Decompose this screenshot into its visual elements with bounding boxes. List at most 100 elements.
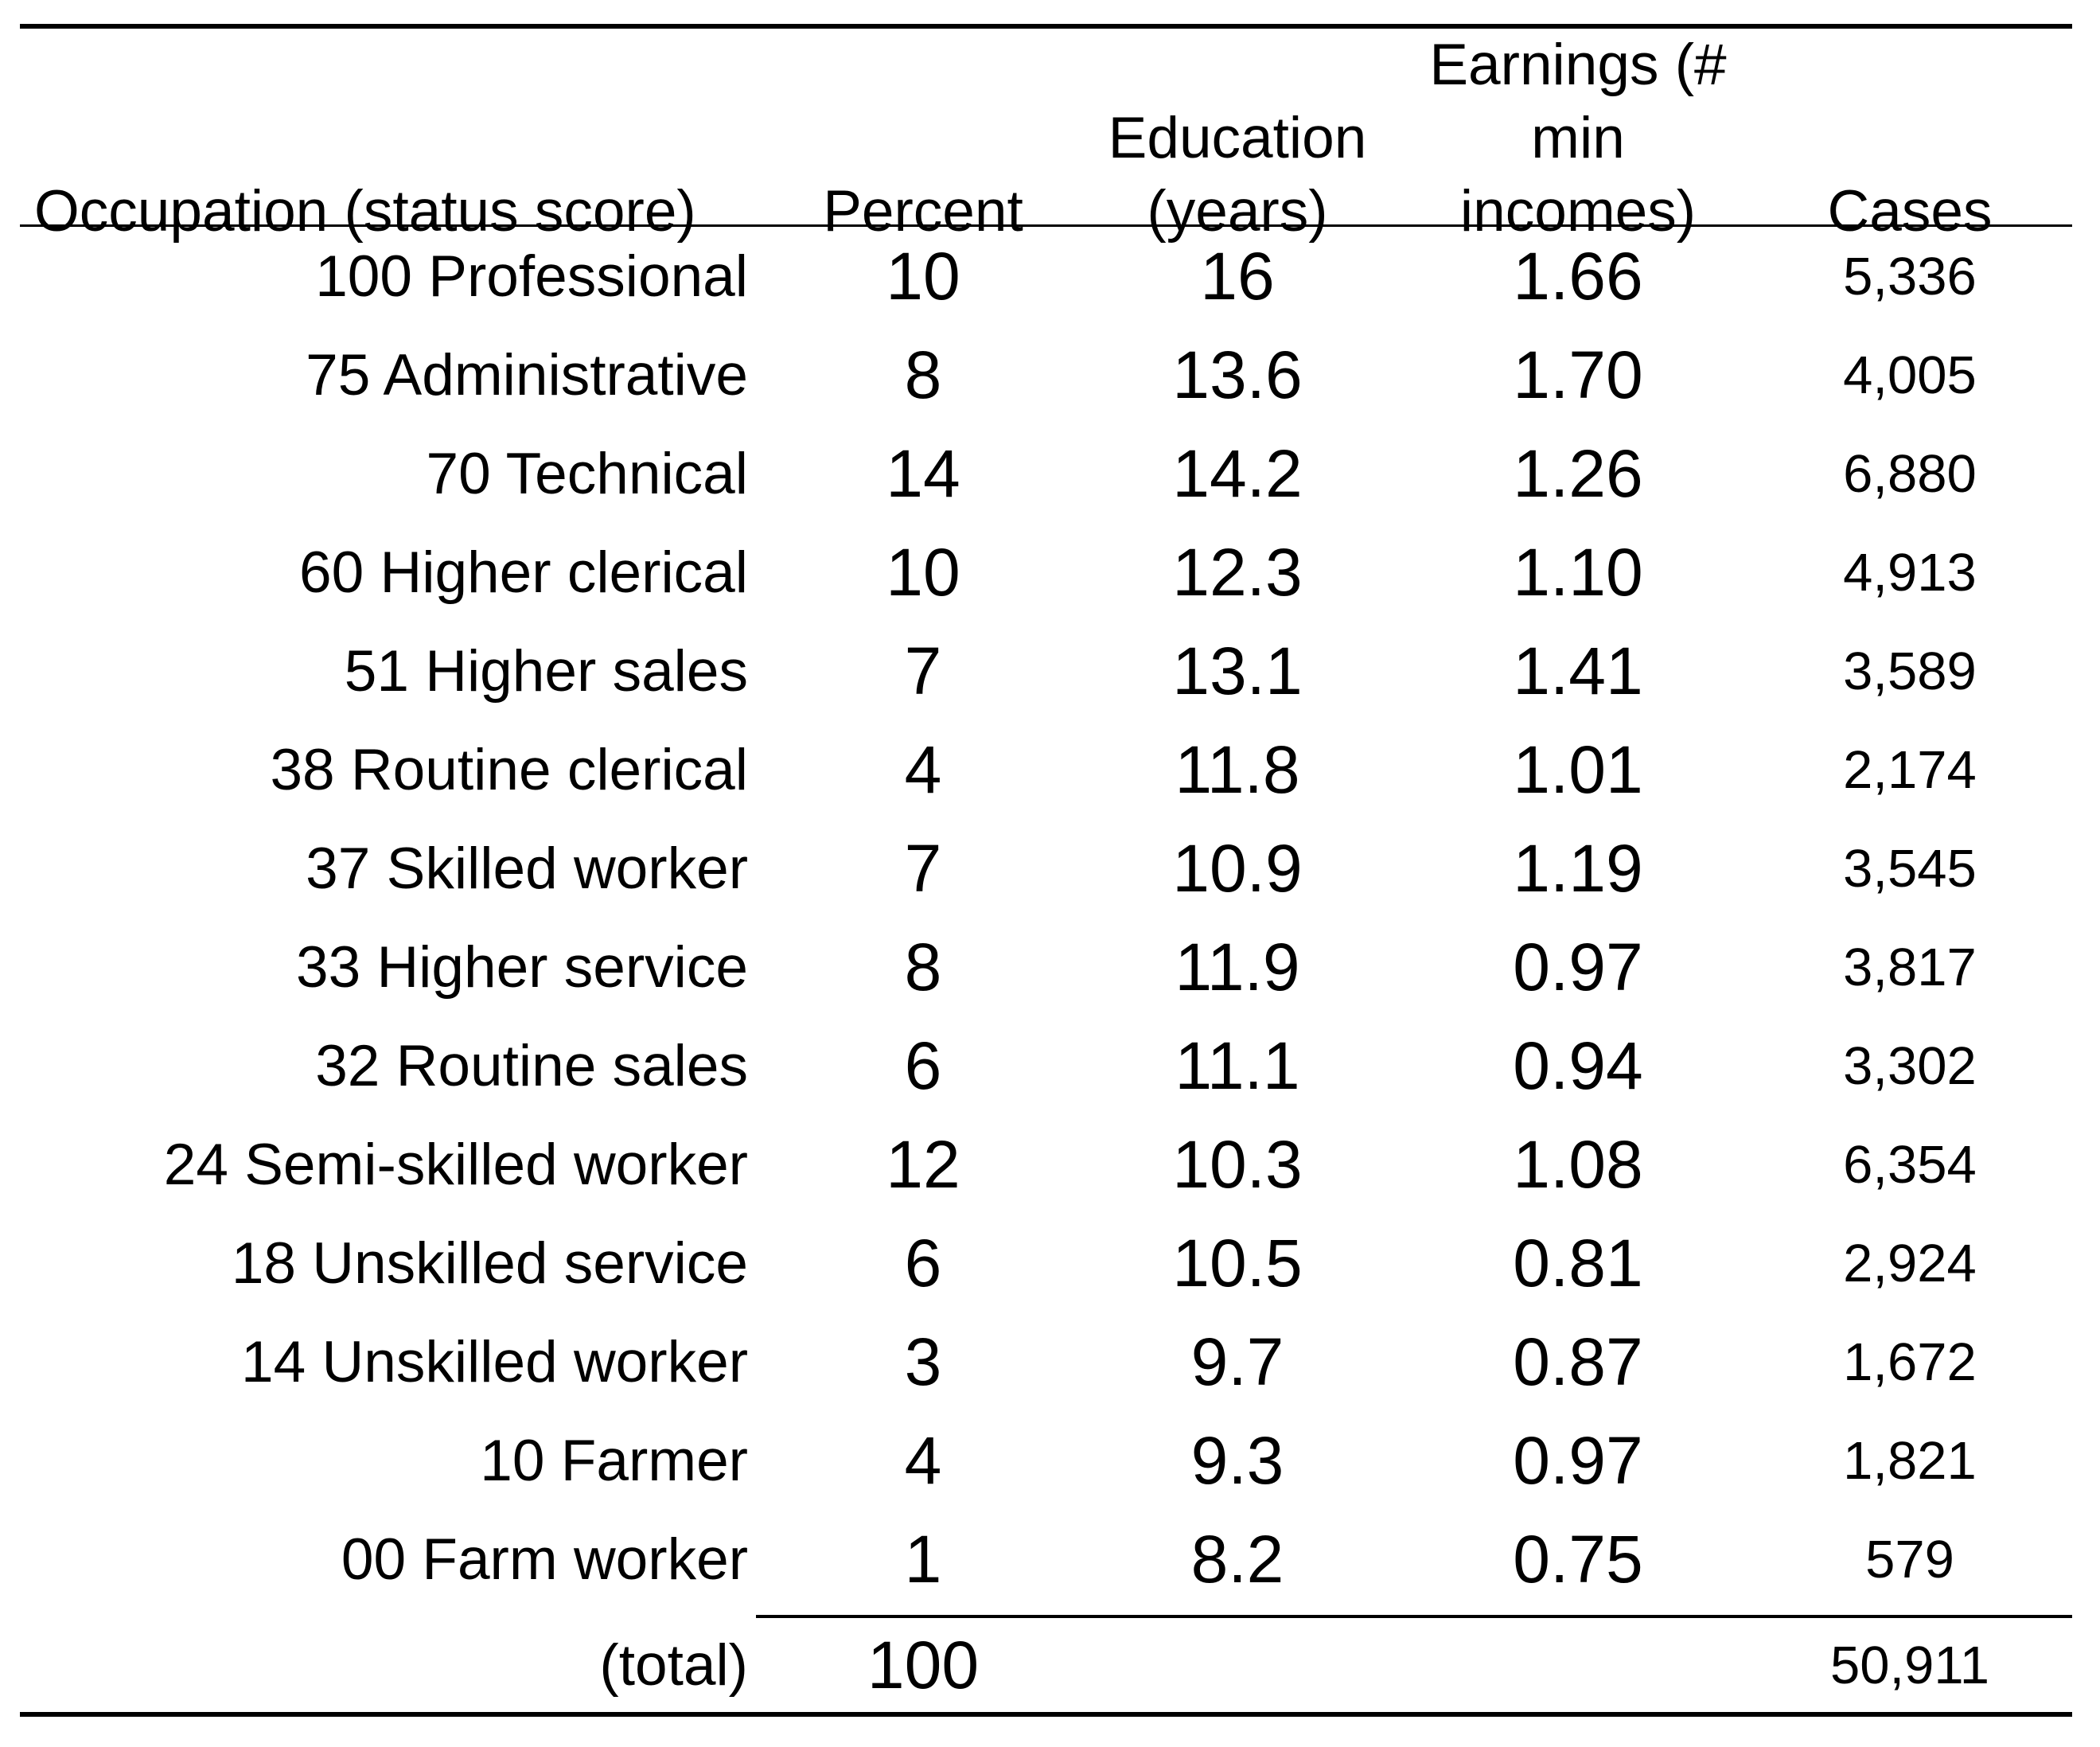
percent-cell: 6	[904, 1028, 942, 1103]
occupation-cell: 75 Administrative	[306, 342, 748, 408]
percent-cell: 8	[904, 929, 942, 1004]
cases-cell: 3,589	[1843, 641, 1977, 701]
education-cell: 10.5	[1172, 1225, 1303, 1301]
header-earnings: Earnings (# min incomes)	[1385, 29, 1771, 261]
education-cell: 10.3	[1172, 1126, 1303, 1202]
occupation-cell: 38 Routine clerical	[270, 737, 748, 802]
earnings-cell: 1.01	[1513, 731, 1643, 807]
table-row: 18 Unskilled service 6 10.5 0.81 2,924	[0, 1214, 2100, 1312]
percent-cell: 10	[886, 238, 960, 314]
table-body: 100 Professional 10 16 1.66 5,336 75 Adm…	[0, 227, 2100, 1609]
cases-cell: 1,672	[1843, 1332, 1977, 1392]
occupation-cell: 24 Semi-skilled worker	[163, 1132, 748, 1197]
earnings-cell: 1.10	[1513, 534, 1643, 610]
table-total-row: (total) 100 50,911	[0, 1618, 2100, 1712]
cases-cell: 6,880	[1843, 443, 1977, 504]
table-row: 37 Skilled worker 7 10.9 1.19 3,545	[0, 819, 2100, 918]
header-earnings-line2: incomes)	[1459, 179, 1697, 244]
earnings-cell: 0.81	[1513, 1225, 1643, 1301]
earnings-cell: 0.97	[1513, 929, 1643, 1004]
table-row: 100 Professional 10 16 1.66 5,336	[0, 227, 2100, 326]
table-row: 14 Unskilled worker 3 9.7 0.87 1,672	[0, 1312, 2100, 1411]
cases-cell: 2,924	[1843, 1233, 1977, 1293]
percent-cell: 8	[904, 337, 942, 412]
table-row: 38 Routine clerical 4 11.8 1.01 2,174	[0, 720, 2100, 819]
header-education: Education (years)	[1090, 102, 1385, 261]
percent-cell: 4	[904, 1422, 942, 1498]
percent-cell: 1	[904, 1521, 942, 1597]
table-row: 70 Technical 14 14.2 1.26 6,880	[0, 424, 2100, 523]
total-label-cell: (total)	[599, 1632, 748, 1698]
education-cell: 11.1	[1175, 1028, 1300, 1103]
table-row: 75 Administrative 8 13.6 1.70 4,005	[0, 326, 2100, 424]
earnings-cell: 1.26	[1513, 435, 1643, 511]
percent-cell: 3	[904, 1324, 942, 1399]
header-occupation: Occupation (status score)	[34, 179, 696, 244]
table-top-rule	[20, 24, 2072, 29]
table-row: 60 Higher clerical 10 12.3 1.10 4,913	[0, 523, 2100, 622]
total-percent-cell: 100	[867, 1627, 980, 1702]
table-header-row: Occupation (status score) Percent Educat…	[0, 29, 2100, 244]
education-cell: 9.7	[1190, 1324, 1284, 1399]
percent-cell: 6	[904, 1225, 942, 1301]
percent-cell: 10	[886, 534, 960, 610]
occupation-cell: 51 Higher sales	[344, 638, 748, 704]
occupation-cell: 10 Farmer	[480, 1428, 748, 1493]
education-cell: 10.9	[1172, 830, 1303, 906]
earnings-cell: 1.66	[1513, 238, 1643, 314]
occupation-cell: 32 Routine sales	[315, 1033, 748, 1098]
earnings-cell: 1.41	[1513, 633, 1643, 708]
cases-cell: 579	[1865, 1529, 1954, 1589]
percent-cell: 7	[904, 633, 942, 708]
earnings-cell: 0.87	[1513, 1324, 1643, 1399]
occupation-cell: 37 Skilled worker	[306, 836, 748, 901]
percent-cell: 12	[886, 1126, 960, 1202]
earnings-cell: 0.75	[1513, 1521, 1643, 1597]
table-row: 24 Semi-skilled worker 12 10.3 1.08 6,35…	[0, 1115, 2100, 1214]
table-row: 51 Higher sales 7 13.1 1.41 3,589	[0, 622, 2100, 720]
header-cases: Cases	[1827, 179, 1993, 244]
earnings-cell: 0.97	[1513, 1422, 1643, 1498]
education-cell: 11.8	[1175, 731, 1300, 807]
header-underline-rule	[20, 224, 2072, 227]
education-cell: 9.3	[1190, 1422, 1284, 1498]
earnings-cell: 1.08	[1513, 1126, 1643, 1202]
earnings-cell: 1.70	[1513, 337, 1643, 412]
cases-cell: 1,821	[1843, 1430, 1977, 1491]
header-education-line1: Education	[1108, 106, 1367, 170]
header-percent: Percent	[823, 179, 1023, 244]
education-cell: 16	[1200, 238, 1275, 314]
occupation-cell: 00 Farm worker	[341, 1527, 748, 1592]
cases-cell: 3,302	[1843, 1035, 1977, 1096]
total-separator-rule	[756, 1615, 2072, 1618]
table-row: 32 Routine sales 6 11.1 0.94 3,302	[0, 1016, 2100, 1115]
percent-cell: 7	[904, 830, 942, 906]
occupation-cell: 60 Higher clerical	[299, 540, 748, 605]
occupation-cell: 14 Unskilled worker	[241, 1329, 748, 1394]
header-education-line2: (years)	[1147, 179, 1328, 244]
education-cell: 12.3	[1172, 534, 1303, 610]
earnings-cell: 1.19	[1513, 830, 1643, 906]
occupation-cell: 33 Higher service	[295, 934, 748, 1000]
education-cell: 13.6	[1172, 337, 1303, 412]
education-cell: 8.2	[1190, 1521, 1284, 1597]
table-row: 00 Farm worker 1 8.2 0.75 579	[0, 1510, 2100, 1609]
cases-cell: 2,174	[1843, 739, 1977, 800]
table-bottom-rule	[20, 1712, 2072, 1717]
cases-cell: 6,354	[1843, 1134, 1977, 1195]
table-row: 33 Higher service 8 11.9 0.97 3,817	[0, 918, 2100, 1016]
cases-cell: 4,913	[1843, 542, 1977, 602]
occupation-cell: 18 Unskilled service	[231, 1230, 748, 1296]
total-cases-cell: 50,911	[1830, 1635, 1989, 1695]
occupation-cell: 70 Technical	[426, 441, 749, 506]
cases-cell: 4,005	[1843, 345, 1977, 405]
table-row: 10 Farmer 4 9.3 0.97 1,821	[0, 1411, 2100, 1510]
occupation-cell: 100 Professional	[315, 244, 748, 309]
percent-cell: 4	[904, 731, 942, 807]
education-cell: 13.1	[1172, 633, 1303, 708]
cases-cell: 3,545	[1843, 838, 1977, 899]
header-earnings-line1: Earnings (# min	[1429, 33, 1727, 170]
earnings-cell: 0.94	[1513, 1028, 1643, 1103]
cases-cell: 5,336	[1843, 246, 1977, 306]
